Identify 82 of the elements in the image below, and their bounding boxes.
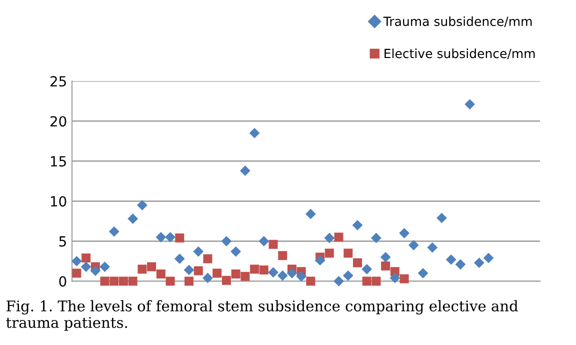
point bbox=[334, 232, 344, 242]
y-tick-label: 0 bbox=[59, 276, 66, 287]
point bbox=[230, 246, 241, 257]
point bbox=[184, 276, 194, 286]
point bbox=[108, 226, 120, 237]
point bbox=[371, 232, 382, 244]
point bbox=[165, 232, 176, 242]
y-tick-label: 15 bbox=[50, 156, 66, 167]
point bbox=[474, 258, 484, 268]
point bbox=[212, 268, 222, 278]
point bbox=[221, 236, 232, 246]
point bbox=[342, 270, 354, 281]
legend-label: Trauma subsidence/mm bbox=[383, 16, 532, 28]
point bbox=[277, 270, 288, 281]
point bbox=[250, 264, 260, 274]
point bbox=[324, 232, 335, 244]
y-tick-label: 20 bbox=[50, 116, 66, 127]
point bbox=[128, 276, 138, 286]
point bbox=[380, 252, 391, 262]
point bbox=[455, 259, 466, 270]
point bbox=[71, 256, 82, 266]
y-tick-label: 10 bbox=[50, 196, 66, 207]
point bbox=[436, 212, 447, 224]
point bbox=[128, 214, 138, 224]
point bbox=[352, 220, 363, 230]
point bbox=[268, 267, 278, 278]
point bbox=[203, 254, 212, 264]
point bbox=[344, 248, 353, 258]
point bbox=[137, 200, 148, 210]
point bbox=[72, 268, 82, 278]
legend-label: Elective subsidence/mm bbox=[384, 48, 535, 60]
point bbox=[249, 128, 260, 138]
point bbox=[334, 276, 344, 286]
point bbox=[483, 252, 494, 264]
point bbox=[372, 276, 381, 286]
point bbox=[324, 248, 334, 258]
point bbox=[147, 262, 156, 272]
point bbox=[100, 262, 110, 272]
point bbox=[100, 276, 110, 286]
point bbox=[193, 246, 204, 257]
point bbox=[400, 274, 409, 284]
point bbox=[399, 228, 410, 238]
point bbox=[166, 276, 175, 286]
point bbox=[240, 272, 250, 281]
point bbox=[222, 276, 231, 285]
caption: Fig. 1. The levels of femoral stem subsidence comparing elective and trauma patients. bbox=[6, 300, 518, 331]
y-tick-label: 5 bbox=[59, 236, 66, 247]
point bbox=[362, 276, 372, 286]
point bbox=[314, 255, 326, 266]
point bbox=[381, 261, 390, 270]
point bbox=[446, 254, 456, 265]
point bbox=[352, 258, 362, 268]
point bbox=[362, 264, 372, 274]
point bbox=[268, 240, 278, 249]
point bbox=[175, 233, 184, 242]
point bbox=[240, 166, 250, 176]
point bbox=[305, 208, 316, 220]
point bbox=[90, 266, 101, 276]
point bbox=[259, 265, 268, 274]
point bbox=[138, 264, 147, 274]
point bbox=[184, 264, 194, 276]
point bbox=[202, 272, 213, 284]
point bbox=[156, 232, 166, 242]
point bbox=[110, 276, 119, 286]
point bbox=[306, 276, 316, 286]
point bbox=[408, 240, 419, 250]
point bbox=[118, 276, 128, 286]
point bbox=[296, 271, 307, 282]
point bbox=[390, 272, 400, 284]
point bbox=[464, 99, 475, 110]
point bbox=[427, 242, 438, 253]
point bbox=[286, 268, 298, 278]
y-tick-label: 25 bbox=[50, 76, 66, 87]
point bbox=[80, 262, 92, 272]
point bbox=[278, 251, 288, 260]
point bbox=[82, 253, 91, 262]
point bbox=[258, 236, 270, 246]
point bbox=[156, 269, 166, 278]
point bbox=[174, 254, 185, 264]
point bbox=[194, 266, 203, 276]
point bbox=[231, 269, 240, 278]
point bbox=[418, 268, 428, 278]
